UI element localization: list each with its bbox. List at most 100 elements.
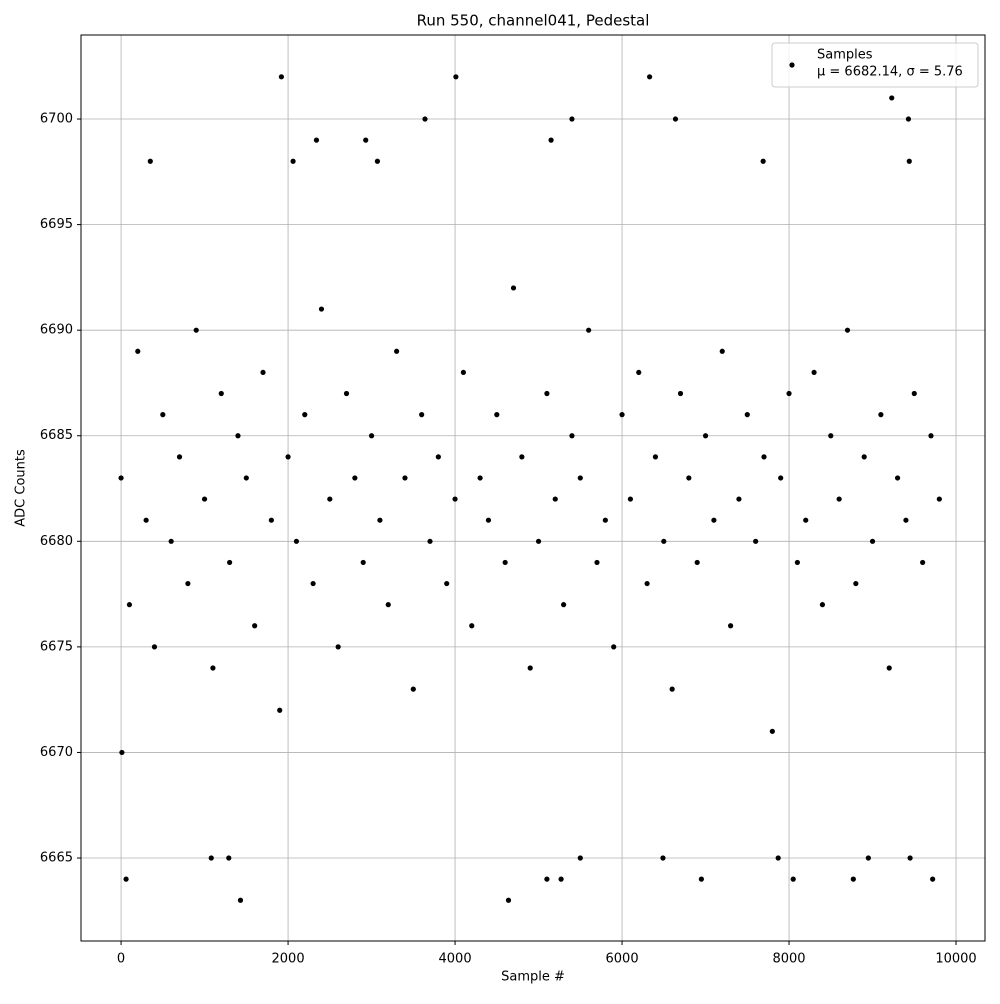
data-point xyxy=(527,665,533,671)
data-point xyxy=(744,412,750,418)
data-point xyxy=(775,855,781,861)
data-point xyxy=(208,855,214,861)
data-point xyxy=(452,496,458,502)
data-point xyxy=(293,538,300,544)
data-point xyxy=(485,517,492,523)
data-point xyxy=(811,369,817,376)
data-point xyxy=(290,158,296,164)
data-point xyxy=(227,559,233,566)
data-point xyxy=(343,390,350,397)
data-point xyxy=(544,390,550,397)
legend-box xyxy=(771,42,979,88)
data-point xyxy=(819,602,826,608)
data-point xyxy=(201,496,208,502)
data-point xyxy=(727,623,734,629)
data-point xyxy=(586,327,592,333)
data-point xyxy=(352,475,358,481)
data-point xyxy=(135,348,141,354)
data-point xyxy=(160,412,166,418)
data-point xyxy=(669,686,675,692)
data-point xyxy=(778,475,784,481)
data-point xyxy=(853,580,859,587)
data-point xyxy=(237,897,244,903)
y-tick-label: 6685 xyxy=(40,428,73,443)
data-point xyxy=(119,749,125,756)
data-point xyxy=(260,369,266,376)
data-point xyxy=(911,390,917,397)
data-point xyxy=(494,412,500,418)
data-point xyxy=(561,602,567,608)
data-point xyxy=(865,855,871,861)
data-point xyxy=(878,412,884,418)
x-tick-label: 8000 xyxy=(772,952,805,967)
y-tick-label: 6675 xyxy=(40,639,73,654)
data-point xyxy=(548,137,554,143)
y-tick-label: 6700 xyxy=(40,112,73,127)
data-point xyxy=(123,876,129,882)
data-point xyxy=(394,348,400,354)
y-tick-label: 6695 xyxy=(40,217,73,232)
data-point xyxy=(760,158,766,164)
data-point xyxy=(477,475,483,481)
data-point xyxy=(313,137,320,143)
data-point xyxy=(686,475,692,481)
data-point xyxy=(327,496,333,502)
data-point xyxy=(368,433,375,439)
data-point xyxy=(268,517,274,523)
x-axis-label: Sample # xyxy=(501,970,565,985)
chart-title: Run 550, channel041, Pedestal xyxy=(417,12,650,30)
data-point xyxy=(226,855,232,861)
data-point xyxy=(753,538,759,544)
data-point xyxy=(552,496,558,502)
data-point xyxy=(828,433,834,439)
data-point xyxy=(936,496,942,502)
y-tick-label: 6690 xyxy=(40,323,73,338)
data-point xyxy=(569,116,575,122)
data-point xyxy=(611,644,617,650)
data-point xyxy=(803,517,809,523)
data-point xyxy=(453,74,459,80)
data-point xyxy=(435,454,441,460)
data-point xyxy=(850,876,856,882)
data-point xyxy=(594,559,600,566)
data-point xyxy=(711,517,717,523)
data-point xyxy=(285,454,291,460)
x-tick-label: 0 xyxy=(117,952,125,967)
data-point xyxy=(844,327,851,333)
data-point xyxy=(505,897,512,903)
data-point xyxy=(719,348,725,354)
data-point xyxy=(460,369,467,376)
legend-label: Samples xyxy=(817,48,873,63)
legend-annotation: μ = 6682.14, σ = 5.76 xyxy=(817,65,963,80)
data-point xyxy=(694,559,700,566)
data-point xyxy=(930,876,936,882)
x-tick-label: 2000 xyxy=(272,952,305,967)
data-point xyxy=(427,538,433,544)
data-point xyxy=(310,580,316,587)
y-tick-label: 6665 xyxy=(40,851,73,866)
data-point xyxy=(652,454,659,460)
data-point xyxy=(243,475,249,481)
data-point xyxy=(510,285,517,291)
data-point xyxy=(906,158,912,164)
data-point xyxy=(143,517,149,523)
y-tick-label: 6670 xyxy=(40,745,73,760)
data-point xyxy=(920,559,926,566)
legend-marker xyxy=(789,62,795,68)
data-point xyxy=(210,665,216,671)
data-point xyxy=(218,390,224,397)
data-point xyxy=(627,496,633,502)
x-tick-label: 10000 xyxy=(935,952,976,967)
data-point xyxy=(769,728,775,734)
x-tick-label: 4000 xyxy=(439,952,472,967)
data-point xyxy=(193,327,199,333)
data-point xyxy=(577,855,583,861)
data-point xyxy=(886,665,892,671)
data-point xyxy=(235,433,241,439)
data-point xyxy=(661,538,667,544)
y-tick-label: 6680 xyxy=(40,534,73,549)
data-point xyxy=(402,475,408,481)
data-point xyxy=(168,538,174,544)
data-point xyxy=(363,137,369,143)
